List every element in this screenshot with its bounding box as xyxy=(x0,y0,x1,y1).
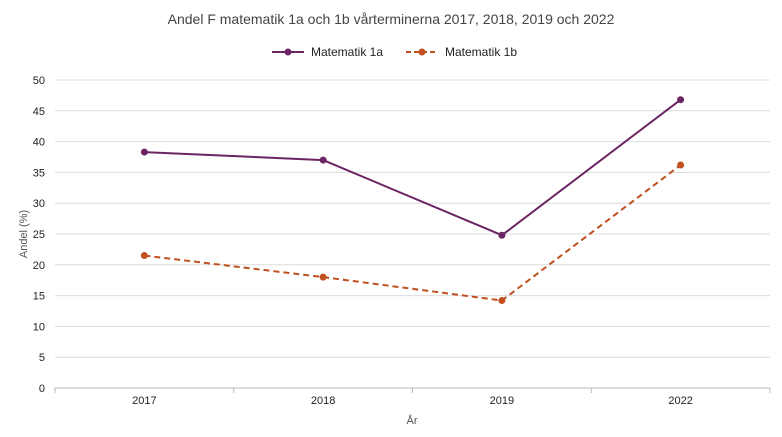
data-point-matematik-1b xyxy=(140,252,148,260)
legend-marker-matematik-1b xyxy=(418,48,426,56)
legend: Matematik 1a Matematik 1b xyxy=(272,45,517,59)
gridlines xyxy=(54,79,771,393)
x-tick-label: 2017 xyxy=(132,395,156,407)
data-point-matematik-1b xyxy=(677,161,685,169)
legend-label-matematik-1b: Matematik 1b xyxy=(445,45,517,59)
data-point-matematik-1a xyxy=(498,231,506,239)
legend-label-matematik-1a: Matematik 1a xyxy=(311,45,383,59)
y-tick-label: 20 xyxy=(33,260,45,272)
series-markers xyxy=(140,96,685,305)
legend-item-matematik-1b: Matematik 1b xyxy=(406,45,517,59)
y-tick-label: 25 xyxy=(33,229,45,241)
y-tick-label: 5 xyxy=(39,352,45,364)
data-point-matematik-1b xyxy=(319,273,327,281)
legend-marker-matematik-1a xyxy=(284,48,292,56)
y-tick-label: 35 xyxy=(33,167,45,179)
series-lines xyxy=(144,98,682,302)
y-tick-label: 15 xyxy=(33,291,45,303)
y-tick-label: 10 xyxy=(33,321,45,333)
data-point-matematik-1a xyxy=(319,156,327,164)
y-tick-label: 0 xyxy=(39,383,45,395)
series-line-matematik-1a xyxy=(144,98,682,237)
x-tick-labels: 2017 2018 2019 2022 xyxy=(132,395,693,407)
y-tick-labels: 0 5 10 15 20 25 30 35 40 45 50 xyxy=(33,75,45,395)
y-tick-label: 50 xyxy=(33,75,45,87)
data-point-matematik-1a xyxy=(140,148,148,156)
legend-item-matematik-1a: Matematik 1a xyxy=(272,45,383,59)
y-tick-label: 40 xyxy=(33,137,45,149)
y-tick-label: 30 xyxy=(33,198,45,210)
y-tick-label: 45 xyxy=(33,106,45,118)
x-tick-label: 2022 xyxy=(668,395,692,407)
x-tick-label: 2018 xyxy=(311,395,335,407)
chart-title: Andel F matematik 1a och 1b vårterminern… xyxy=(168,11,615,27)
x-axis-label: År xyxy=(407,414,418,427)
y-axis-label: Andel (%) xyxy=(18,210,30,258)
x-tick-label: 2019 xyxy=(490,395,514,407)
data-point-matematik-1a xyxy=(677,96,685,104)
data-point-matematik-1b xyxy=(498,297,506,305)
series-line-matematik-1b xyxy=(144,164,682,302)
